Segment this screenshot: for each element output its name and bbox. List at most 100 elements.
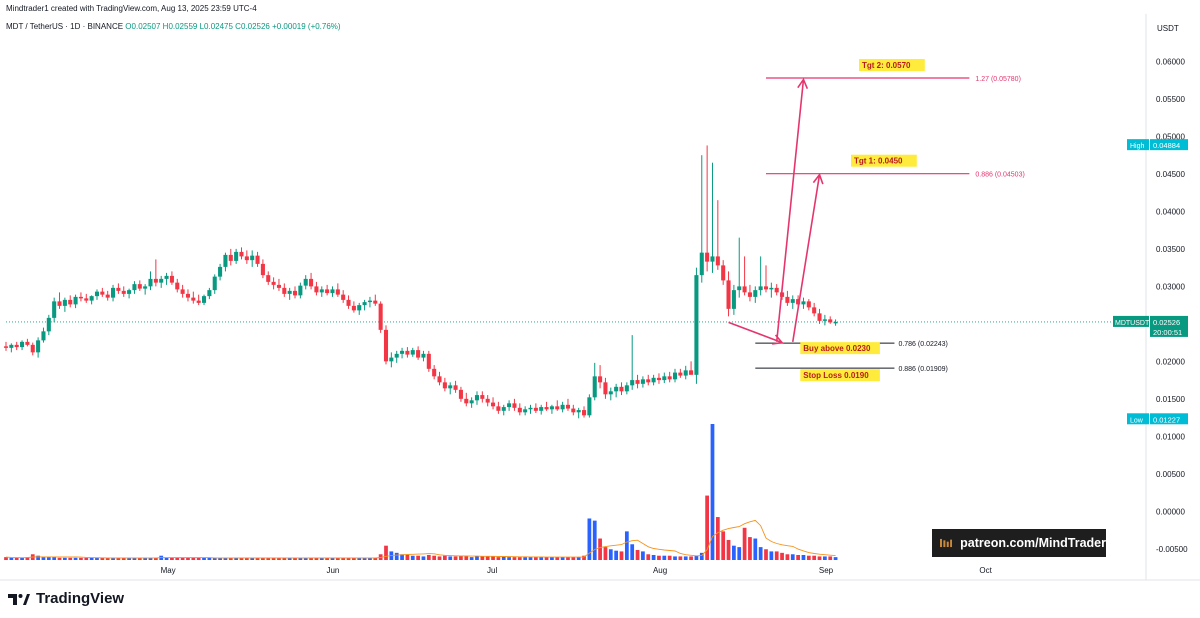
candle (116, 283, 121, 294)
candle-body (287, 290, 292, 294)
volume-bar (255, 557, 260, 560)
candle-body (111, 287, 116, 298)
volume-bar (46, 557, 51, 560)
volume-bar (319, 557, 324, 560)
candle (201, 294, 207, 306)
candle-body (362, 302, 367, 306)
candle-body (62, 299, 67, 306)
candle (635, 374, 640, 389)
volume-bar (651, 554, 656, 560)
candle (159, 275, 164, 288)
candle-body (410, 350, 415, 355)
candle (437, 371, 442, 386)
candle (212, 274, 217, 294)
candle (581, 406, 587, 418)
volume-bar (309, 557, 313, 560)
candle-body (603, 382, 608, 395)
volume-bar (721, 531, 726, 560)
candle (421, 350, 426, 362)
candle-body (512, 403, 517, 408)
candle-body (185, 293, 191, 298)
candle (458, 386, 463, 402)
candle-body (266, 275, 271, 282)
candle-body (742, 286, 747, 293)
candle-body (25, 341, 30, 345)
candle-body (812, 307, 817, 314)
candle-body (319, 289, 324, 293)
candle-body (437, 376, 442, 383)
volume-bar (539, 557, 544, 560)
candle (619, 382, 624, 396)
high-tag-label: High (1130, 143, 1145, 150)
candle-body (73, 296, 78, 305)
volume-bar (694, 555, 699, 560)
candle (400, 347, 405, 359)
volume-bar (186, 557, 190, 560)
candle (576, 407, 581, 419)
candle (790, 295, 795, 309)
candle (287, 287, 292, 300)
candle-body (710, 256, 715, 262)
volume-bar (410, 555, 415, 560)
y-tick-label: 0.04500 (1156, 170, 1185, 179)
candle (598, 365, 603, 389)
candle (153, 259, 158, 287)
patreon-watermark: patreon.com/MindTrader (932, 529, 1106, 557)
level-tag-label: Buy above 0.0230 (803, 344, 871, 353)
volume-bar (817, 556, 822, 560)
x-tick-label: Aug (653, 566, 667, 575)
candle-body (3, 346, 9, 348)
candle (148, 271, 153, 291)
candle (175, 278, 180, 293)
candle (100, 287, 105, 297)
volume-bar (443, 555, 447, 560)
volume-bar (244, 557, 249, 560)
volume-bar (715, 517, 720, 560)
volume-bar (774, 551, 779, 560)
candle-body (581, 410, 587, 416)
y-tick-label: 0.01000 (1156, 432, 1185, 441)
symbol-tag-bg (1113, 315, 1149, 327)
candle (196, 294, 201, 306)
candlestick-series (3, 145, 838, 419)
volume-bar (384, 545, 388, 560)
volume-bar (667, 555, 672, 560)
currency-label: USDT (1157, 24, 1179, 33)
candle-body (678, 372, 683, 376)
candle (298, 282, 303, 299)
volume-bar (400, 554, 404, 560)
volume-bar (603, 547, 608, 560)
level-tag-label: Tgt 2: 0.0570 (862, 61, 911, 70)
candle-body (426, 353, 431, 369)
candle-body (52, 301, 57, 318)
candle-body (565, 404, 571, 409)
candle-body (737, 286, 742, 291)
volume-bar (202, 557, 206, 560)
volume-bar (501, 556, 506, 560)
candle (699, 155, 704, 283)
low-tag-label-bg (1127, 413, 1149, 425)
candle-body (624, 385, 629, 392)
candle (474, 391, 480, 405)
candle-body (218, 266, 223, 277)
candle-body (801, 301, 806, 305)
volume-bar (699, 552, 704, 560)
candle (303, 275, 308, 290)
candle-body (614, 386, 619, 392)
volume-bar (769, 551, 774, 560)
volume-bar (277, 557, 281, 560)
candle (608, 387, 613, 401)
candle (517, 403, 522, 416)
candle-body (496, 406, 501, 411)
candle (523, 406, 528, 416)
candle (496, 401, 501, 414)
volume-bar (111, 557, 115, 560)
candle-body (41, 331, 46, 341)
candle-body (191, 297, 196, 301)
volume-bar (657, 555, 661, 560)
candle (721, 260, 726, 285)
candle-body (127, 290, 132, 294)
candle (309, 272, 314, 290)
volume-bar (89, 557, 94, 560)
